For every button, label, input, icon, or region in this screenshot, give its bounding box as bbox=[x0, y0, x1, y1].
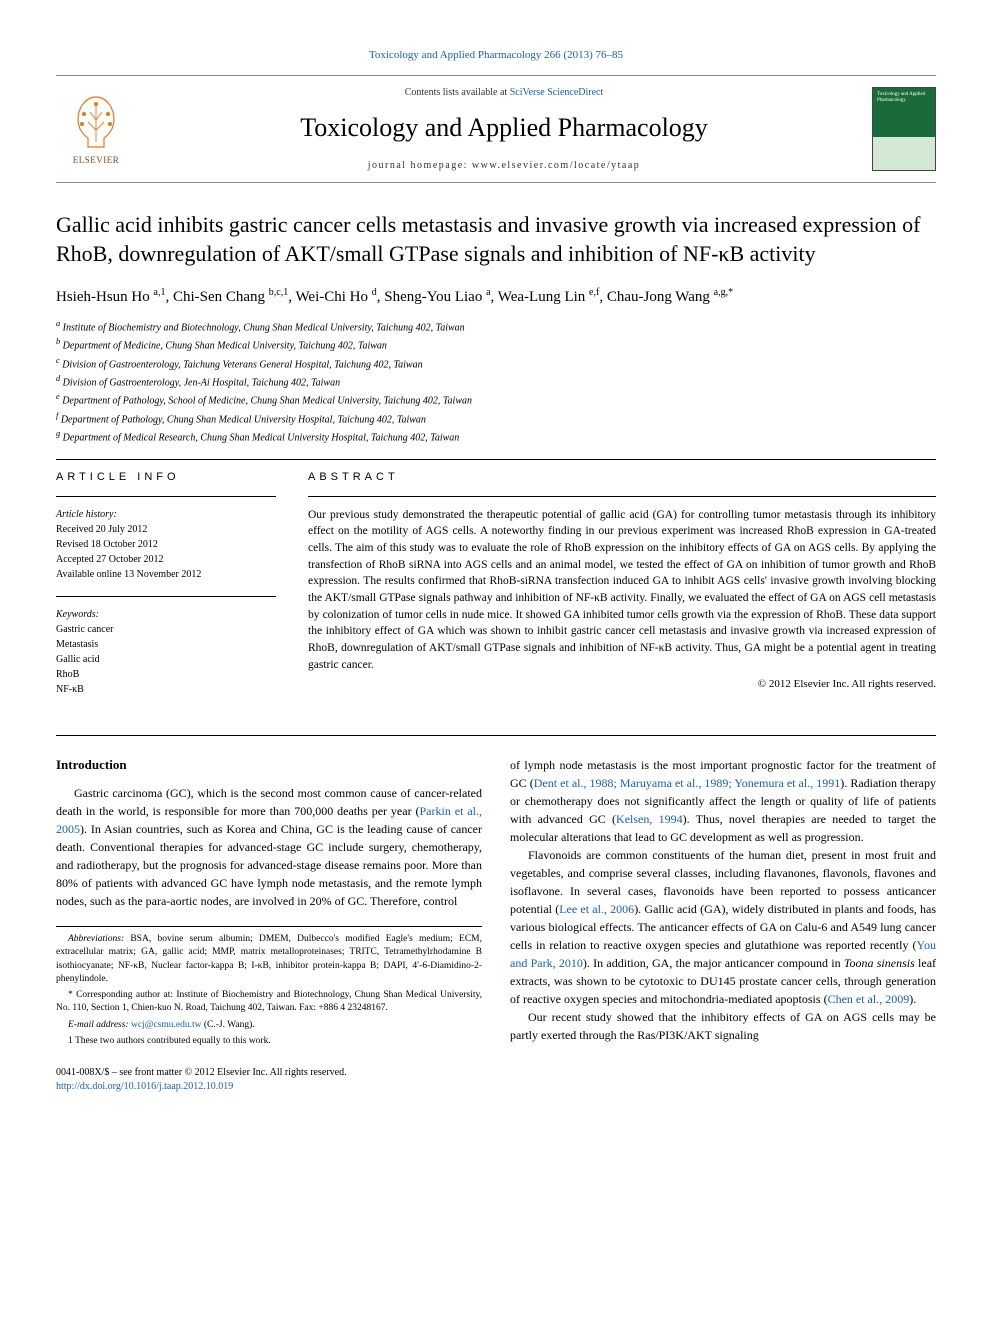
keyword: RhoB bbox=[56, 667, 276, 682]
keywords-label: Keywords: bbox=[56, 607, 276, 622]
journal-citation: Toxicology and Applied Pharmacology 266 … bbox=[56, 48, 936, 63]
citation-link[interactable]: Kelsen, 1994 bbox=[616, 812, 683, 826]
abstract-copyright: © 2012 Elsevier Inc. All rights reserved… bbox=[308, 677, 936, 692]
body-column-left: Introduction Gastric carcinoma (GC), whi… bbox=[56, 756, 482, 1095]
journal-citation-link[interactable]: Toxicology and Applied Pharmacology 266 … bbox=[369, 49, 623, 61]
elsevier-tree-icon bbox=[66, 92, 126, 152]
elsevier-label: ELSEVIER bbox=[73, 154, 120, 167]
affiliation-line: a Institute of Biochemistry and Biotechn… bbox=[56, 318, 936, 335]
elsevier-logo: ELSEVIER bbox=[56, 84, 136, 174]
history-line: Accepted 27 October 2012 bbox=[56, 552, 276, 567]
affiliation-line: e Department of Pathology, School of Med… bbox=[56, 391, 936, 408]
journal-cover-thumbnail: Toxicology and Applied Pharmacology bbox=[872, 87, 936, 171]
affiliation-line: d Division of Gastroenterology, Jen-Ai H… bbox=[56, 373, 936, 390]
text-run: ). In Asian countries, such as Korea and… bbox=[56, 822, 482, 908]
divider bbox=[56, 596, 276, 597]
front-matter-line: 0041-008X/$ – see front matter © 2012 El… bbox=[56, 1066, 482, 1080]
introduction-heading: Introduction bbox=[56, 756, 482, 774]
doi-link[interactable]: http://dx.doi.org/10.1016/j.taap.2012.10… bbox=[56, 1081, 233, 1092]
divider bbox=[56, 459, 936, 460]
abbreviations-footnote: Abbreviations: BSA, bovine serum albumin… bbox=[56, 933, 482, 986]
contents-prefix: Contents lists available at bbox=[405, 87, 510, 98]
journal-header: ELSEVIER Contents lists available at Sci… bbox=[56, 75, 936, 183]
affiliation-line: b Department of Medicine, Chung Shan Med… bbox=[56, 336, 936, 353]
affiliation-line: g Department of Medical Research, Chung … bbox=[56, 428, 936, 445]
author-list: Hsieh-Hsun Ho a,1, Chi-Sen Chang b,c,1, … bbox=[56, 285, 936, 309]
article-history: Article history: Received 20 July 2012Re… bbox=[56, 507, 276, 582]
email-footnote: E-mail address: wcj@csmu.edu.tw (C.-J. W… bbox=[56, 1019, 482, 1032]
article-title: Gallic acid inhibits gastric cancer cell… bbox=[56, 211, 936, 268]
species-name: Toona sinensis bbox=[844, 956, 915, 970]
equal-contribution-footnote: 1 These two authors contributed equally … bbox=[56, 1035, 482, 1048]
keyword: Gallic acid bbox=[56, 652, 276, 667]
keyword: Metastasis bbox=[56, 637, 276, 652]
contents-line: Contents lists available at SciVerse Sci… bbox=[136, 86, 872, 100]
homepage-prefix: journal homepage: bbox=[368, 160, 472, 171]
history-label: Article history: bbox=[56, 507, 276, 522]
journal-homepage: journal homepage: www.elsevier.com/locat… bbox=[136, 159, 872, 173]
intro-paragraph-3: Our recent study showed that the inhibit… bbox=[510, 1008, 936, 1044]
homepage-url[interactable]: www.elsevier.com/locate/ytaap bbox=[472, 160, 640, 171]
footer-block: 0041-008X/$ – see front matter © 2012 El… bbox=[56, 1066, 482, 1094]
divider bbox=[56, 735, 936, 736]
history-line: Available online 13 November 2012 bbox=[56, 567, 276, 582]
email-label: E-mail address: bbox=[68, 1020, 129, 1030]
intro-paragraph-1: Gastric carcinoma (GC), which is the sec… bbox=[56, 784, 482, 910]
history-line: Received 20 July 2012 bbox=[56, 522, 276, 537]
divider bbox=[56, 496, 276, 497]
abstract-panel: ABSTRACT Our previous study demonstrated… bbox=[308, 470, 936, 710]
article-info-panel: ARTICLE INFO Article history: Received 2… bbox=[56, 470, 276, 710]
divider bbox=[308, 496, 936, 497]
text-run: ). bbox=[909, 992, 916, 1006]
article-info-heading: ARTICLE INFO bbox=[56, 470, 276, 485]
citation-link[interactable]: Chen et al., 2009 bbox=[828, 992, 910, 1006]
email-link[interactable]: wcj@csmu.edu.tw bbox=[129, 1020, 202, 1030]
email-suffix: (C.-J. Wang). bbox=[201, 1020, 254, 1030]
text-run: ). In addition, GA, the major anticancer… bbox=[583, 956, 844, 970]
keywords-block: Keywords: Gastric cancerMetastasisGallic… bbox=[56, 607, 276, 697]
keyword: NF-κB bbox=[56, 682, 276, 697]
intro-paragraph-1-cont: of lymph node metastasis is the most imp… bbox=[510, 756, 936, 846]
affiliation-line: c Division of Gastroenterology, Taichung… bbox=[56, 355, 936, 372]
journal-name: Toxicology and Applied Pharmacology bbox=[136, 110, 872, 146]
citation-link[interactable]: Lee et al., 2006 bbox=[559, 902, 634, 916]
intro-paragraph-2: Flavonoids are common constituents of th… bbox=[510, 846, 936, 1008]
body-column-right: of lymph node metastasis is the most imp… bbox=[510, 756, 936, 1095]
citation-link[interactable]: Dent et al., 1988; Maruyama et al., 1989… bbox=[534, 776, 841, 790]
cover-title: Toxicology and Applied Pharmacology bbox=[873, 88, 935, 107]
keyword: Gastric cancer bbox=[56, 622, 276, 637]
sciverse-link[interactable]: SciVerse ScienceDirect bbox=[510, 87, 604, 98]
abstract-text: Our previous study demonstrated the ther… bbox=[308, 507, 936, 674]
history-line: Revised 18 October 2012 bbox=[56, 537, 276, 552]
text-run: Gastric carcinoma (GC), which is the sec… bbox=[56, 786, 482, 818]
abbrev-label: Abbreviations: bbox=[68, 934, 124, 944]
affiliation-line: f Department of Pathology, Chung Shan Me… bbox=[56, 410, 936, 427]
corresponding-author-footnote: * Corresponding author at: Institute of … bbox=[56, 989, 482, 1016]
abstract-heading: ABSTRACT bbox=[308, 470, 936, 485]
footnotes-block: Abbreviations: BSA, bovine serum albumin… bbox=[56, 926, 482, 1048]
affiliations: a Institute of Biochemistry and Biotechn… bbox=[56, 318, 936, 445]
